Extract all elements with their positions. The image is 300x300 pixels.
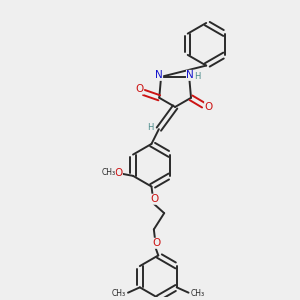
FancyBboxPatch shape bbox=[189, 72, 196, 79]
Text: O: O bbox=[114, 168, 122, 178]
FancyBboxPatch shape bbox=[114, 170, 122, 176]
Text: H: H bbox=[147, 123, 154, 132]
Text: O: O bbox=[150, 194, 159, 204]
FancyBboxPatch shape bbox=[136, 86, 143, 92]
Text: CH₃: CH₃ bbox=[101, 168, 115, 177]
Text: O: O bbox=[135, 84, 144, 94]
FancyBboxPatch shape bbox=[205, 103, 213, 110]
FancyBboxPatch shape bbox=[147, 124, 154, 131]
Text: CH₃: CH₃ bbox=[112, 289, 126, 298]
Text: H: H bbox=[194, 72, 201, 81]
FancyBboxPatch shape bbox=[153, 240, 160, 247]
Text: CH₃: CH₃ bbox=[190, 289, 205, 298]
Text: O: O bbox=[153, 238, 161, 248]
FancyBboxPatch shape bbox=[155, 72, 163, 79]
Text: O: O bbox=[205, 102, 213, 112]
Text: N: N bbox=[155, 70, 163, 80]
Text: N: N bbox=[187, 70, 194, 80]
FancyBboxPatch shape bbox=[151, 196, 158, 202]
